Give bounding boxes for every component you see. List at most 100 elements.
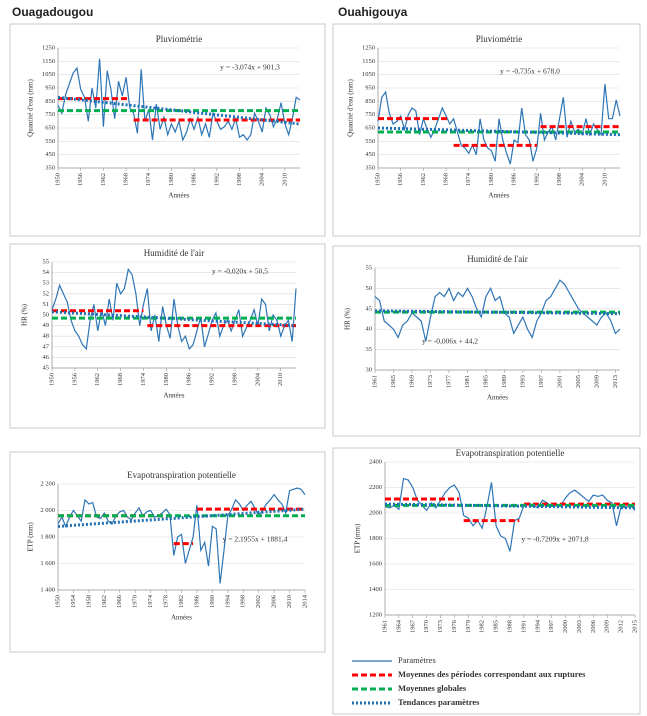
y-axis-label: Quantité d'eau (mm) [347,79,355,137]
x-tick-label: 2004 [259,172,266,186]
x-tick-label: 1998 [236,173,243,186]
x-tick-label: 1950 [54,595,61,608]
x-tick-label: 1956 [397,172,404,186]
trend-line [57,507,306,528]
x-tick-label: 1994 [534,619,541,633]
y-tick-label: 650 [365,124,375,131]
x-tick-label: 1998 [240,595,247,608]
y-tick-label: 450 [45,151,55,158]
x-tick-label: 1998 [556,173,563,186]
trend-equation: y = -0,020x + 50,5 [212,267,268,276]
chart-title: Evapotranspiration potentielle [456,448,565,458]
legend-label: Moyennes des périodes correspondant aux … [398,669,586,679]
x-tick-label: 1968 [123,173,130,186]
x-axis-label: Années [169,192,190,200]
y-tick-label: 1150 [42,58,55,65]
y-tick-label: 55 [366,264,373,271]
x-tick-label: 2002 [255,595,262,608]
x-tick-label: 1990 [209,595,216,608]
y-tick-label: 50 [366,285,373,292]
y-tick-label: 2 200 [40,480,55,487]
x-tick-label: 1969 [408,375,415,388]
trend-line [57,95,301,126]
y-tick-label: 950 [365,84,375,91]
y-tick-label: 52 [43,290,50,297]
y-tick-label: 50 [43,311,50,318]
x-tick-label: 2004 [579,172,586,186]
chart-title: Humidité de l'air [467,254,528,264]
y-tick-label: 1 800 [40,533,55,540]
y-tick-label: 2 000 [40,507,55,514]
chart-title: Humidité de l'air [144,248,205,258]
x-tick-label: 1973 [437,620,444,633]
x-tick-label: 1985 [493,620,500,633]
x-tick-label: 2006 [590,619,597,633]
chart-title: Pluviométrie [476,34,523,44]
y-tick-label: 650 [45,124,55,131]
x-tick-label: 1954 [70,594,77,608]
y-tick-label: 1800 [369,535,382,542]
x-tick-label: 2005 [575,375,582,388]
y-tick-label: 550 [365,138,375,145]
x-tick-label: 2014 [301,594,308,608]
x-tick-label: 1980 [168,173,175,186]
x-axis-label: Années [489,192,510,200]
x-tick-label: 1974 [145,172,152,186]
x-tick-label: 1964 [395,619,402,633]
y-tick-label: 450 [365,151,375,158]
y-tick-label: 1050 [362,71,375,78]
trend-line [377,126,621,137]
parameter-line [384,477,636,552]
x-tick-label: 1977 [445,374,452,388]
x-tick-label: 1980 [488,173,495,186]
y-tick-label: 1250 [362,44,375,51]
x-tick-label: 1967 [409,619,416,633]
y-tick-label: 45 [43,364,50,371]
x-tick-label: 1973 [427,375,434,388]
y-axis-label: ETP (mm) [27,522,35,552]
x-tick-label: 2006 [271,594,278,608]
trend-line [51,310,297,328]
x-tick-label: 1950 [48,373,55,386]
x-tick-label: 1988 [506,620,513,633]
x-tick-label: 1968 [117,373,124,386]
legend-label: Tendances paramètres [398,697,480,707]
trend-equation: y = -0,006x + 44,2 [422,337,478,346]
y-tick-label: 55 [43,258,50,265]
trend-equation: y = 2,1955x + 1881,4 [223,535,288,544]
chart-panel [332,245,641,437]
y-tick-label: 1400 [369,586,382,593]
x-tick-label: 2003 [576,620,583,633]
x-tick-label: 1956 [77,172,84,186]
x-tick-label: 1993 [519,375,526,388]
y-tick-label: 48 [43,333,50,340]
y-tick-label: 2200 [369,484,382,491]
trend-equation: y = -3,074x + 901,3 [220,63,280,72]
x-tick-label: 1962 [94,373,101,386]
y-tick-label: 850 [365,98,375,105]
x-tick-label: 1966 [116,594,123,608]
y-tick-label: 35 [366,346,373,353]
x-tick-label: 2010 [281,173,288,186]
y-tick-label: 54 [43,269,50,276]
x-tick-label: 1986 [186,372,193,386]
x-tick-label: 2012 [618,620,625,633]
y-tick-label: 46 [43,354,50,361]
legend-label: Paramètres [398,655,436,665]
x-tick-label: 1974 [465,172,472,186]
chart-title: Pluviométrie [156,34,203,44]
x-axis-label: Années [164,392,185,400]
station-header: Ouahigouya [338,5,408,19]
y-axis-label: HR (%) [21,303,29,326]
legend-label: Moyennes globales [398,683,467,693]
y-tick-label: 53 [43,280,50,287]
x-tick-label: 1986 [191,172,198,186]
x-tick-label: 2015 [631,620,638,633]
y-tick-label: 1250 [42,44,55,51]
y-axis-label: Quantité d'eau (mm) [27,79,35,137]
y-tick-label: 49 [43,322,50,329]
y-tick-label: 750 [365,111,375,118]
chart-title: Evapotranspiration potentielle [127,470,236,480]
x-tick-label: 1981 [464,375,471,388]
